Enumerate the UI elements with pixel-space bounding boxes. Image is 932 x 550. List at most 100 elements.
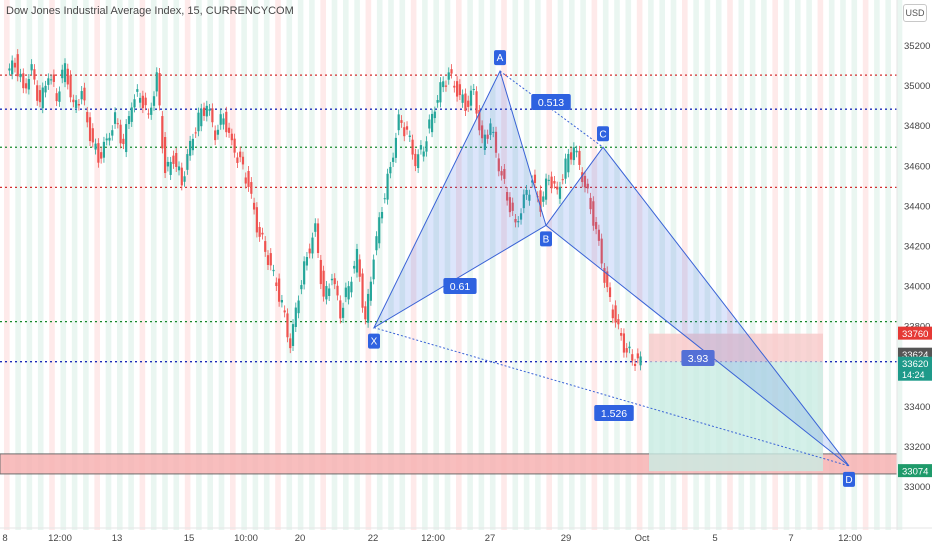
session-stripe (478, 0, 485, 530)
candle-body (233, 138, 236, 153)
candle-body (353, 265, 356, 269)
x-tick-label: 8 (2, 533, 7, 544)
candle-body (305, 256, 309, 266)
session-stripe (184, 0, 191, 530)
candle-body (514, 219, 517, 223)
candle-body (175, 153, 178, 167)
session-stripe (456, 0, 462, 530)
svg-text:X: X (371, 337, 378, 348)
candle-body (133, 99, 136, 108)
candle-body (583, 175, 587, 188)
session-stripe (704, 0, 711, 530)
candle-body (297, 300, 300, 314)
candle-body (111, 130, 114, 136)
candle-body (614, 305, 617, 323)
x-tick-label: Oct (635, 533, 650, 544)
candle-body (303, 261, 306, 285)
session-stripe (399, 0, 406, 530)
candle-body (453, 85, 456, 88)
candle-body (531, 180, 534, 183)
candle-body (19, 73, 22, 78)
session-stripe (795, 0, 801, 530)
candle-body (428, 119, 431, 129)
candle-body (58, 91, 61, 102)
session-stripe (331, 0, 338, 530)
session-stripe (874, 0, 880, 530)
candle-body (405, 126, 409, 130)
candle-body (355, 248, 359, 273)
y-tick-label: 34000 (904, 282, 930, 293)
x-tick-label: 5 (712, 533, 717, 544)
candle-body (597, 229, 600, 241)
candle-body (361, 273, 364, 308)
y-tick-label: 35000 (904, 81, 930, 92)
pattern-point-a: A (494, 50, 506, 66)
session-stripes (4, 0, 903, 530)
candle-body (450, 69, 453, 74)
candle-body (214, 130, 217, 141)
session-stripe (26, 0, 33, 530)
candle-body (211, 108, 214, 123)
candle-body (36, 85, 39, 101)
candle-body (172, 155, 175, 164)
axis-price-label: 33760 (898, 326, 932, 340)
y-tick-label: 35200 (904, 41, 930, 52)
session-stripe (150, 0, 157, 530)
session-stripe (343, 0, 349, 530)
candle-body (116, 123, 119, 125)
candle-body (27, 79, 30, 90)
pattern-bcd (545, 146, 850, 467)
session-stripe (648, 0, 654, 530)
candle-body (166, 161, 169, 167)
session-stripe (275, 0, 281, 530)
candle-body (88, 117, 92, 142)
session-stripe (535, 0, 541, 530)
candle-body (636, 353, 639, 359)
session-stripe (320, 0, 326, 530)
session-stripe (636, 0, 643, 530)
candle-body (72, 99, 75, 103)
candle-body (255, 207, 258, 233)
candle-body (581, 172, 584, 183)
session-stripe (49, 0, 55, 530)
candle-body (66, 68, 69, 85)
session-stripe (591, 0, 598, 530)
candle-body (127, 116, 131, 125)
candle-body (336, 285, 339, 296)
candle-body (119, 124, 122, 144)
session-stripe (614, 0, 620, 530)
session-stripe (15, 0, 21, 530)
candle-body (16, 54, 19, 77)
candle-body (622, 333, 626, 353)
candle-body (578, 150, 581, 165)
candle-body (625, 348, 628, 353)
candle-body (475, 91, 478, 114)
candle-body (547, 179, 550, 181)
candle-body (250, 182, 253, 194)
candle-body (38, 90, 42, 103)
candle-body (592, 201, 595, 226)
candle-body (230, 133, 233, 141)
candle-body (444, 85, 448, 87)
session-stripe (196, 0, 202, 530)
session-stripe (670, 0, 677, 530)
session-stripe (4, 0, 10, 530)
session-stripe (625, 0, 632, 530)
session-stripe (569, 0, 575, 530)
session-stripe (862, 0, 869, 530)
session-stripe (173, 0, 180, 530)
candle-body (108, 137, 111, 141)
session-stripe (117, 0, 123, 530)
pattern-point-c: C (597, 126, 609, 142)
svg-text:3.93: 3.93 (688, 353, 709, 365)
svg-text:33624: 33624 (902, 350, 928, 361)
candle-body (275, 282, 278, 287)
candle-body (80, 91, 83, 100)
candle-body (77, 104, 81, 106)
candle-body (414, 153, 417, 167)
candle-body (325, 286, 328, 300)
currency-badge[interactable]: USD (903, 4, 927, 22)
candle-body (589, 197, 592, 210)
